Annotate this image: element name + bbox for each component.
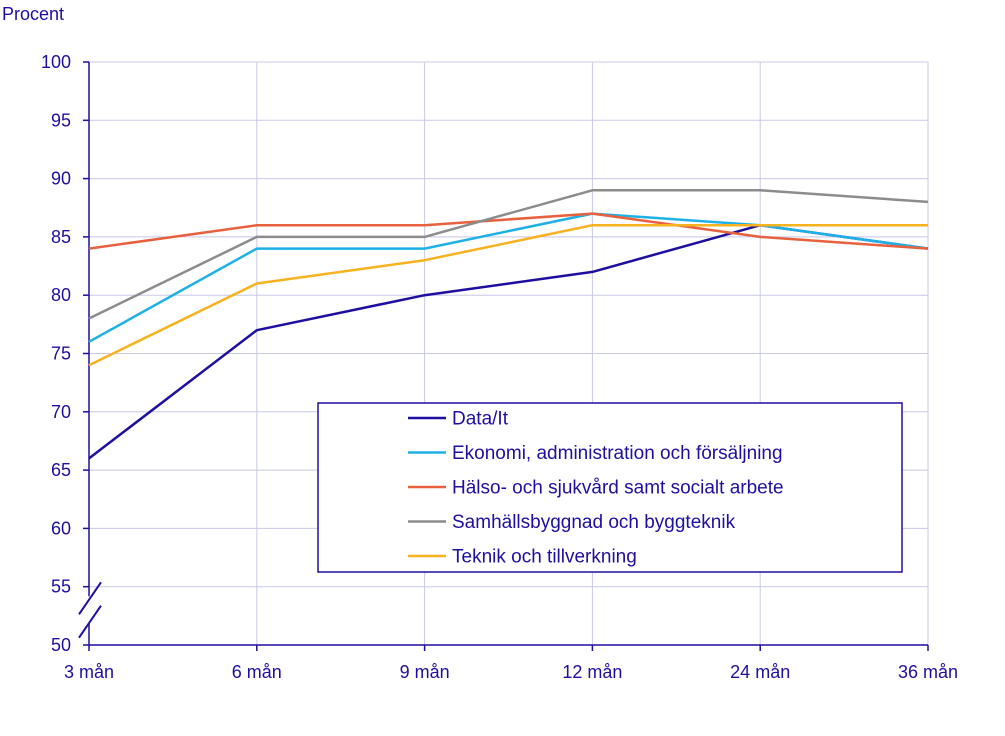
legend-label: Data/It [452,409,509,430]
series-line [88,212,929,250]
series-line [88,223,928,367]
axis-break-mark [78,581,102,615]
y-axis-title: Procent [2,4,64,24]
legend-label: Samhällsbyggnad och byggteknik [452,512,736,533]
y-tick-label: 50 [51,635,71,655]
y-tick-label: 85 [51,227,71,247]
y-tick-label: 60 [51,518,71,538]
y-tick-label: 95 [51,110,71,130]
series-line [88,212,929,343]
legend-label: Ekonomi, administration och försäljning [452,443,783,464]
y-tick-label: 100 [41,52,71,72]
series-lines [88,189,929,460]
x-tick-label: 12 mån [562,662,622,682]
x-tick-label: 9 mån [400,662,450,682]
y-tick-label: 70 [51,402,71,422]
y-tick-label: 75 [51,344,71,364]
y-tick-label: 90 [51,169,71,189]
x-tick-label: 3 mån [64,662,114,682]
x-tick-label: 36 mån [898,662,958,682]
axes: 50 55 60 65 70 75 80 85 90 95 100 3 mån 6 mån 9 mån 12… [41,52,958,682]
x-tick-label: 6 mån [232,662,282,682]
axis-break-mark [78,605,102,639]
legend: Data/It Ekonomi, administration och försä… [317,402,903,573]
y-tick-label: 65 [51,460,71,480]
legend-label: Teknik och tillverkning [452,547,637,568]
x-tick-label: 24 mån [730,662,790,682]
series-line [88,189,929,320]
legend-label: Hälso- och sjukvård samt socialt arbete [452,478,784,499]
y-tick-label: 55 [51,577,71,597]
y-tick-label: 80 [51,285,71,305]
